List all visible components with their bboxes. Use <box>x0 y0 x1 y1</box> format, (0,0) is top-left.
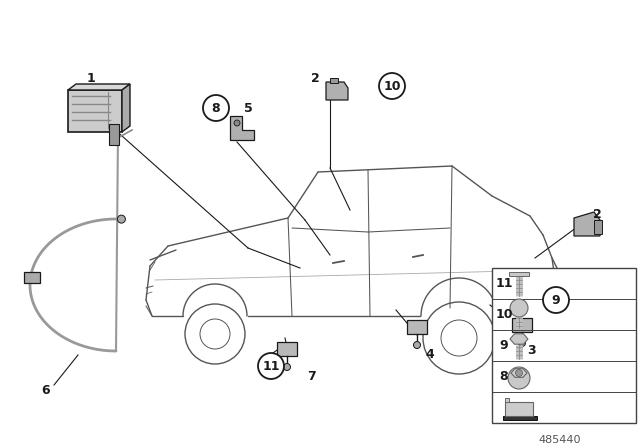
FancyBboxPatch shape <box>512 318 532 332</box>
FancyBboxPatch shape <box>109 124 119 145</box>
Polygon shape <box>505 398 509 402</box>
Circle shape <box>379 73 405 99</box>
Polygon shape <box>510 334 528 344</box>
Polygon shape <box>505 402 533 416</box>
Text: 8: 8 <box>500 370 508 383</box>
FancyBboxPatch shape <box>24 272 40 283</box>
Polygon shape <box>511 369 527 377</box>
Text: 10: 10 <box>495 308 513 321</box>
Text: 2: 2 <box>593 207 602 220</box>
FancyBboxPatch shape <box>68 90 122 132</box>
Circle shape <box>117 215 125 223</box>
Text: 7: 7 <box>308 370 316 383</box>
Circle shape <box>518 340 525 346</box>
Text: 485440: 485440 <box>539 435 581 445</box>
Polygon shape <box>230 116 254 140</box>
Text: 9: 9 <box>500 339 508 352</box>
Circle shape <box>515 370 522 376</box>
Circle shape <box>543 287 569 313</box>
Text: 2: 2 <box>310 72 319 85</box>
Circle shape <box>510 299 528 317</box>
Text: 5: 5 <box>244 102 252 115</box>
Text: 8: 8 <box>212 102 220 115</box>
Circle shape <box>413 341 420 349</box>
Polygon shape <box>326 82 348 100</box>
Polygon shape <box>574 212 600 236</box>
Polygon shape <box>503 416 537 420</box>
Circle shape <box>258 353 284 379</box>
Text: 11: 11 <box>495 277 513 290</box>
FancyBboxPatch shape <box>277 342 297 356</box>
Circle shape <box>234 120 240 126</box>
Text: 4: 4 <box>426 348 435 361</box>
Text: 3: 3 <box>528 344 536 357</box>
Text: 9: 9 <box>552 293 560 306</box>
Circle shape <box>203 95 229 121</box>
FancyBboxPatch shape <box>594 220 602 234</box>
Text: 10: 10 <box>383 79 401 92</box>
FancyBboxPatch shape <box>330 78 338 83</box>
Polygon shape <box>509 272 529 276</box>
FancyBboxPatch shape <box>407 320 427 334</box>
FancyBboxPatch shape <box>492 268 636 423</box>
Circle shape <box>508 367 530 389</box>
Polygon shape <box>68 84 130 90</box>
Text: 11: 11 <box>262 359 280 372</box>
Text: 6: 6 <box>42 383 51 396</box>
Polygon shape <box>122 84 130 132</box>
Circle shape <box>284 363 291 370</box>
Text: 1: 1 <box>86 72 95 85</box>
